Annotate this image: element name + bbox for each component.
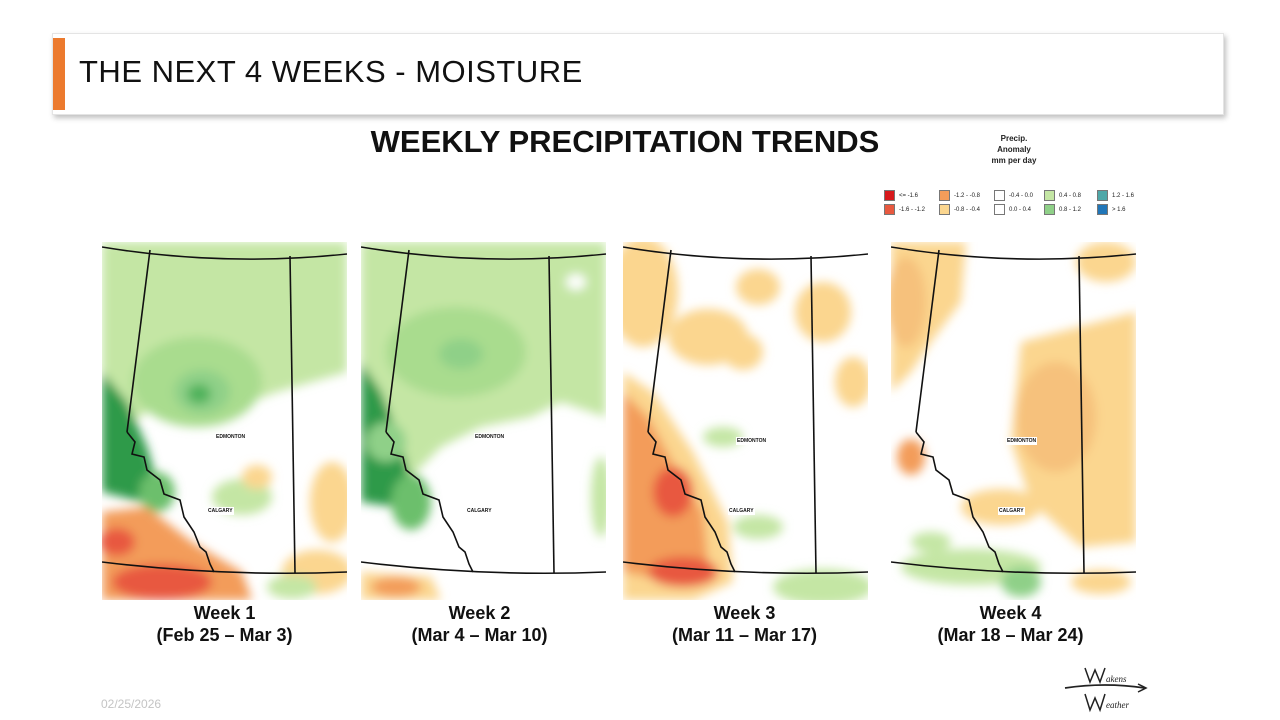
legend-swatch xyxy=(884,204,895,215)
map-week-4: EDMONTON CALGARY xyxy=(891,242,1136,600)
legend-swatch xyxy=(1097,190,1108,201)
legend-swatch xyxy=(994,204,1005,215)
legend-label: -1.2 - -0.8 xyxy=(954,192,981,199)
legend-swatch xyxy=(994,190,1005,201)
footer-date: 02/25/2026 xyxy=(101,697,162,711)
city-label-calgary: CALGARY xyxy=(728,507,755,515)
legend-label: -0.4 - 0.0 xyxy=(1009,192,1034,199)
legend-label: 0.0 - 0.4 xyxy=(1009,206,1032,213)
legend-label: -1.6 - -1.2 xyxy=(899,206,926,213)
title-accent-bar xyxy=(53,38,65,110)
city-label-calgary: CALGARY xyxy=(207,507,234,515)
legend-item: -1.2 - -0.8 xyxy=(939,190,980,201)
city-label-edmonton: EDMONTON xyxy=(1006,437,1038,445)
week-label: Week 2 xyxy=(448,603,511,623)
legend-label: -0.8 - -0.4 xyxy=(954,206,981,213)
legend-label: 0.4 - 0.8 xyxy=(1059,192,1082,199)
city-label-calgary: CALGARY xyxy=(998,507,1025,515)
makens-weather-logo: akens eather xyxy=(1060,660,1150,715)
legend-item: 0.4 - 0.8 xyxy=(1044,190,1081,201)
precip-legend: <= -1.6 -1.6 - -1.2 -1.2 - -0.8 -0.8 - -0.4… xyxy=(884,190,1154,220)
week-dates: (Feb 25 – Mar 3) xyxy=(156,625,293,645)
map-caption-week-3: Week 3 (Mar 11 – Mar 17) xyxy=(622,602,867,646)
legend-item: -1.6 - -1.2 xyxy=(884,204,925,215)
legend-swatch xyxy=(939,204,950,215)
week-label: Week 4 xyxy=(979,603,1042,623)
city-label-edmonton: EDMONTON xyxy=(736,437,768,445)
legend-label: 1.2 - 1.6 xyxy=(1112,192,1135,199)
main-heading: WEEKLY PRECIPITATION TRENDS xyxy=(370,124,880,159)
legend-swatch xyxy=(1044,204,1055,215)
logo-text-line2: eather xyxy=(1106,700,1129,710)
week-label: Week 1 xyxy=(193,603,256,623)
map-week-3: EDMONTON CALGARY xyxy=(623,242,868,600)
legend-item: 0.0 - 0.4 xyxy=(994,204,1031,215)
city-label-edmonton: EDMONTON xyxy=(215,433,247,441)
legend-item: 0.8 - 1.2 xyxy=(1044,204,1081,215)
logo-text-line1: akens xyxy=(1106,674,1127,684)
legend-title-line-1: Precip. xyxy=(1000,134,1028,143)
week-dates: (Mar 11 – Mar 17) xyxy=(671,625,818,645)
legend-title: Precip. Anomaly mm per day xyxy=(970,133,1058,166)
legend-label: 0.8 - 1.2 xyxy=(1059,206,1082,213)
map-caption-week-4: Week 4 (Mar 18 – Mar 24) xyxy=(888,602,1133,646)
legend-item: 1.2 - 1.6 xyxy=(1097,190,1134,201)
legend-title-line-2: Anomaly xyxy=(997,145,1031,154)
week-dates: (Mar 18 – Mar 24) xyxy=(937,625,1084,645)
week-label: Week 3 xyxy=(713,603,776,623)
legend-label: <= -1.6 xyxy=(899,192,919,199)
slide-title-bar: THE NEXT 4 WEEKS - MOISTURE xyxy=(52,33,1224,115)
map-week-2: EDMONTON CALGARY xyxy=(361,242,606,600)
legend-swatch xyxy=(1044,190,1055,201)
legend-swatch xyxy=(1097,204,1108,215)
legend-swatch xyxy=(939,190,950,201)
legend-title-line-3: mm per day xyxy=(991,156,1037,165)
legend-swatch xyxy=(884,190,895,201)
city-label-edmonton: EDMONTON xyxy=(474,433,506,441)
map-caption-week-2: Week 2 (Mar 4 – Mar 10) xyxy=(357,602,602,646)
week-dates: (Mar 4 – Mar 10) xyxy=(411,625,548,645)
legend-item: <= -1.6 xyxy=(884,190,918,201)
legend-item: > 1.6 xyxy=(1097,204,1126,215)
map-caption-week-1: Week 1 (Feb 25 – Mar 3) xyxy=(102,602,347,646)
legend-label: > 1.6 xyxy=(1112,206,1126,213)
legend-item: -0.4 - 0.0 xyxy=(994,190,1033,201)
map-week-1: EDMONTON CALGARY xyxy=(102,242,347,600)
slide-title: THE NEXT 4 WEEKS - MOISTURE xyxy=(79,54,583,89)
city-label-calgary: CALGARY xyxy=(466,507,493,515)
legend-item: -0.8 - -0.4 xyxy=(939,204,980,215)
